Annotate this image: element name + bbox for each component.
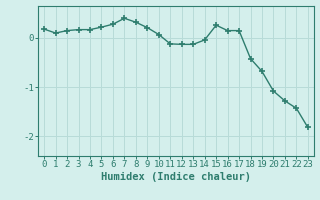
X-axis label: Humidex (Indice chaleur): Humidex (Indice chaleur) [101,172,251,182]
